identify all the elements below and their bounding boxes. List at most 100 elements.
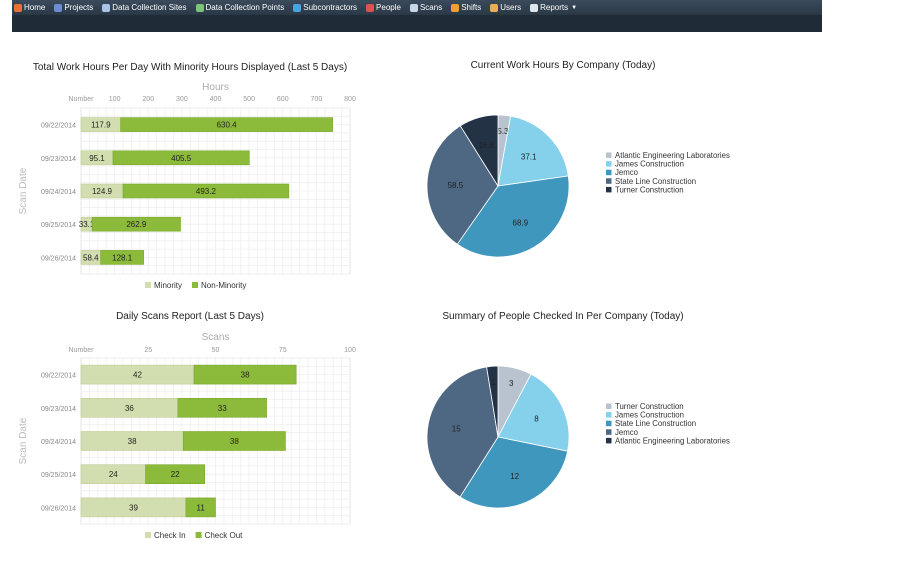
bar-value-label: 58.4 — [83, 253, 99, 262]
nav-item-subcontractors[interactable]: Subcontractors — [293, 3, 357, 12]
x-axis-first-label: Number — [69, 347, 95, 354]
legend-label: Turner Construction — [615, 402, 684, 411]
legend-swatch — [606, 403, 612, 409]
nav-item-label: Users — [500, 3, 522, 12]
nav-item-reports[interactable]: Reports ▼ — [530, 3, 577, 12]
shifts-icon — [451, 3, 460, 12]
pie-slice — [497, 115, 569, 187]
bar-value-label: 38 — [230, 437, 239, 446]
chevron-down-icon: ▼ — [571, 4, 578, 11]
bar-value-label: 38 — [128, 437, 137, 446]
y-axis-title: Scan Date — [18, 417, 29, 464]
nav-item-data-collection-sites[interactable]: Data Collection Sites — [102, 3, 187, 12]
people-icon — [366, 3, 375, 12]
slice-value-label: 37.1 — [521, 152, 537, 161]
x-tick-label: 400 — [210, 96, 222, 103]
sites-icon — [102, 3, 111, 12]
bar-value-label: 36 — [125, 404, 134, 413]
legend-label: Atlantic Engineering Laboratories — [615, 151, 730, 160]
x-axis-first-label: Number — [69, 96, 95, 103]
legend-label: James Construction — [615, 160, 684, 169]
legend-label: Check In — [154, 531, 186, 540]
nav-item-label: Reports — [540, 3, 569, 12]
bar-segment-check-out — [185, 497, 216, 518]
nav-item-label: Scans — [419, 3, 443, 12]
legend-swatch — [145, 532, 151, 538]
category-label: 09/26/2014 — [41, 505, 76, 512]
x-axis-title: Scans — [202, 332, 230, 343]
bar-segment-non-minority — [91, 216, 181, 232]
legend-label: Turner Construction — [615, 185, 684, 194]
pie-slice — [497, 373, 570, 452]
bar-value-label: 33.1 — [79, 220, 95, 229]
reports-icon — [530, 3, 539, 12]
slice-value-label: 5.3 — [497, 127, 509, 136]
slice-value-label: 12 — [510, 472, 519, 481]
category-label: 09/22/2014 — [41, 123, 76, 130]
bar-segment-non-minority — [100, 250, 145, 265]
nav-item-data-collection-points[interactable]: Data Collection Points — [195, 3, 285, 12]
nav-item-projects[interactable]: Projects — [54, 3, 93, 12]
x-tick-label: 100 — [109, 96, 121, 103]
bar-value-label: 128.1 — [112, 253, 133, 262]
x-tick-label: 700 — [311, 96, 323, 103]
category-label: 09/25/2014 — [41, 222, 76, 229]
bar-segment-check-out — [177, 397, 267, 418]
slice-value-label: 68.9 — [513, 218, 529, 227]
nav-item-home[interactable]: Home — [14, 3, 45, 12]
category-label: 09/23/2014 — [41, 156, 76, 163]
pie-slice — [486, 365, 499, 438]
nav-item-people[interactable]: People — [366, 3, 401, 12]
legend-swatch — [195, 532, 202, 538]
slice-value-label: 58.5 — [448, 181, 464, 190]
chart-title: Daily Scans Report (Last 5 Days) — [116, 311, 264, 322]
bar-value-label: 24 — [109, 470, 118, 479]
legend-label: Jemco — [615, 428, 639, 437]
nav-item-users[interactable]: Users — [490, 3, 521, 12]
legend-swatch — [606, 412, 612, 418]
legend-swatch — [606, 161, 612, 167]
pie-slice — [459, 114, 499, 188]
home-icon — [14, 3, 22, 12]
category-label: 09/24/2014 — [41, 439, 76, 446]
category-label: 09/26/2014 — [41, 255, 76, 262]
nav-item-label: Home — [24, 3, 46, 12]
bar-value-label: 117.9 — [91, 121, 111, 130]
x-tick-label: 75 — [279, 347, 287, 354]
slice-value-label: 8 — [534, 415, 539, 424]
x-tick-label: 800 — [344, 96, 356, 103]
nav-item-shifts[interactable]: Shifts — [451, 3, 481, 12]
bar-value-label: 405.5 — [171, 154, 192, 163]
points-icon — [195, 3, 204, 12]
legend-label: Jemco — [615, 168, 639, 177]
legend-label: Non-Minority — [201, 281, 246, 290]
nav-item-scans[interactable]: Scans — [409, 3, 443, 12]
category-label: 09/24/2014 — [41, 189, 76, 196]
chart-title: Current Work Hours By Company (Today) — [471, 60, 656, 71]
nav-item-label: Data Collection Points — [205, 3, 285, 12]
bar-segment-check-out — [193, 364, 297, 385]
bar-segment-check-out — [145, 464, 206, 485]
legend-label: State Line Construction — [615, 419, 696, 428]
nav-item-label: Data Collection Sites — [112, 3, 187, 12]
nav-item-label: People — [376, 3, 401, 12]
users-icon — [490, 3, 499, 12]
bar-value-label: 262.9 — [126, 220, 147, 229]
legend-swatch — [606, 178, 612, 184]
bar-value-label: 39 — [129, 503, 138, 512]
bar-value-label: 493.2 — [196, 187, 217, 196]
chart-title: Summary of People Checked In Per Company… — [442, 311, 683, 322]
bar-segment-non-minority — [120, 117, 333, 132]
slice-value-label: 16.6 — [478, 141, 494, 150]
bar-value-label: 630.4 — [217, 121, 238, 130]
legend-swatch — [606, 420, 612, 427]
bar-value-label: 124.9 — [92, 187, 113, 196]
pie-slice — [426, 125, 499, 245]
x-tick-label: 50 — [212, 347, 220, 354]
legend-label: Atlantic Engineering Laboratories — [615, 436, 730, 445]
bar-value-label: 42 — [133, 371, 142, 380]
bar-value-label: 38 — [241, 371, 250, 380]
legend-swatch — [606, 186, 612, 193]
category-label: 09/23/2014 — [41, 406, 76, 413]
